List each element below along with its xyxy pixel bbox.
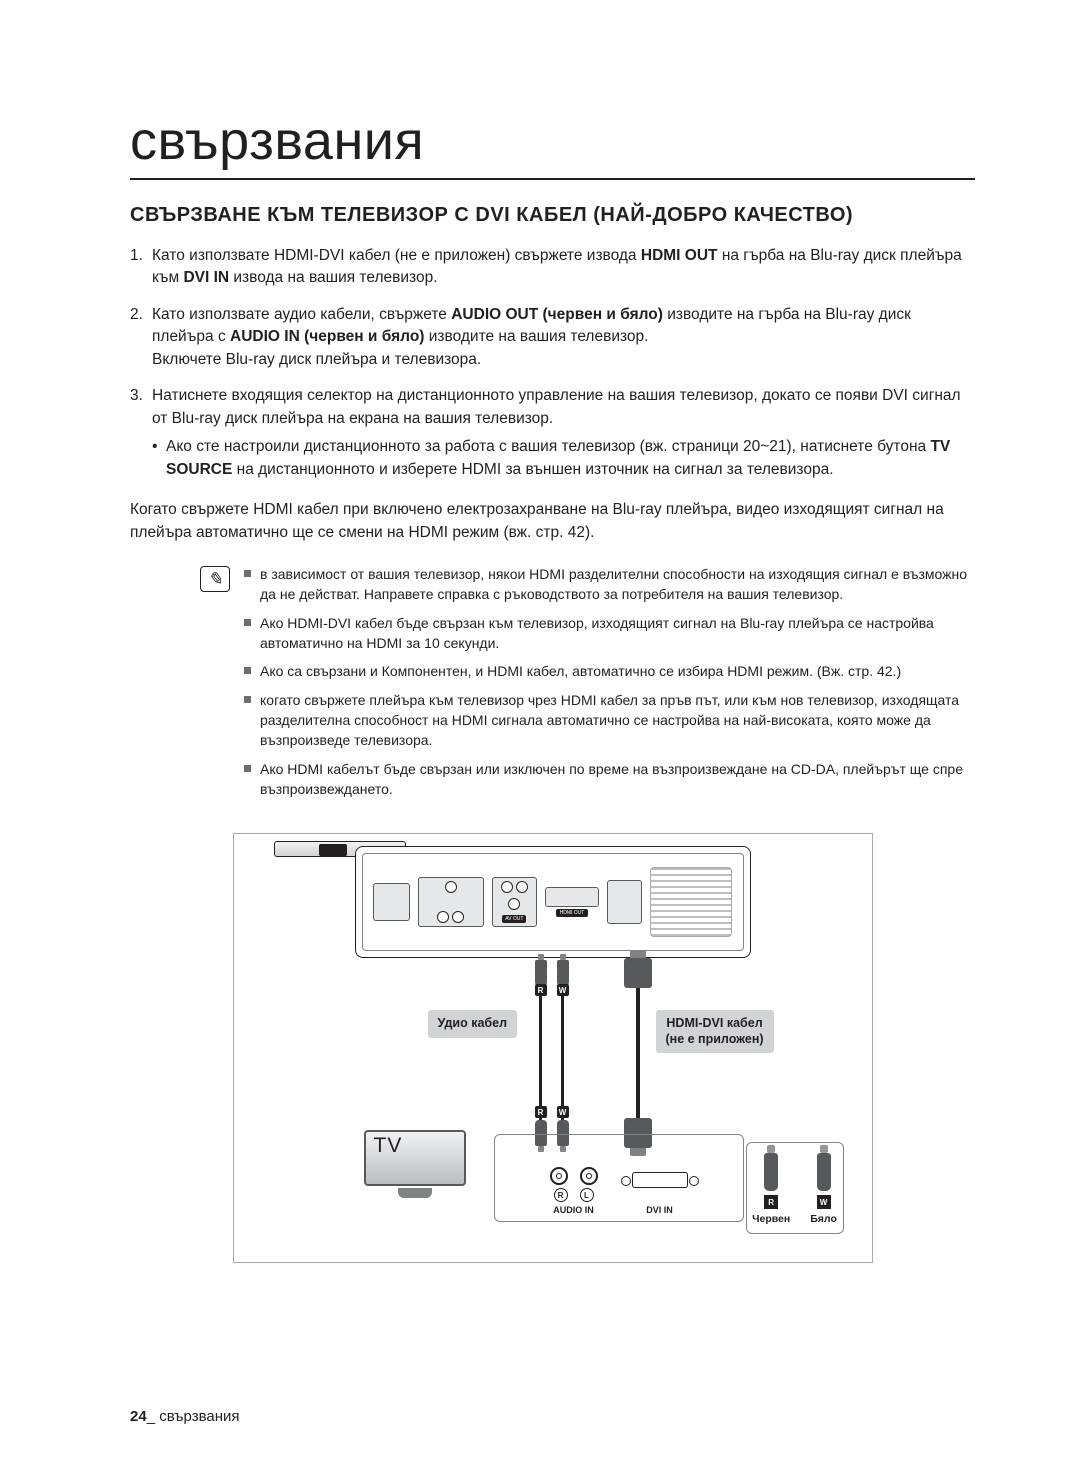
bold: AUDIO OUT (червен и бяло) bbox=[451, 306, 663, 323]
tv-label: TV bbox=[374, 1134, 403, 1158]
audio-plugs-top bbox=[535, 960, 569, 986]
port-label: AUDIO IN bbox=[553, 1205, 594, 1215]
manual-page: свързвания СВЪРЗВАНЕ КЪМ ТЕЛЕВИЗОР С DVI… bbox=[0, 0, 1080, 1477]
rca-plug-icon bbox=[535, 960, 547, 986]
diagram-container: AV OUT HDMI OUT R W bbox=[130, 833, 975, 1263]
rca-plug-icon bbox=[557, 960, 569, 986]
hdmi-out-icon: HDMI OUT bbox=[545, 887, 599, 917]
plug-labels: R W bbox=[535, 984, 569, 996]
step-text: Като използвате аудио кабели, свържете bbox=[152, 306, 451, 323]
rca-jack-icon bbox=[580, 1167, 598, 1185]
note-item: в зависимост от вашия телевизор, някои H… bbox=[244, 564, 975, 605]
channel-r-icon: R bbox=[554, 1188, 568, 1202]
footer-section: свързвания bbox=[159, 1408, 239, 1425]
step-text: Като използвате HDMI-DVI кабел (не е при… bbox=[152, 247, 641, 264]
component-out-icon bbox=[418, 877, 484, 927]
plug-label-r: R bbox=[535, 984, 547, 996]
optical-port-icon bbox=[607, 880, 642, 924]
audio-cable-tag: Удио кабел bbox=[428, 1010, 518, 1038]
instruction-list: 1. Като използвате HDMI-DVI кабел (не е … bbox=[130, 245, 975, 481]
bold: HDMI OUT bbox=[641, 247, 718, 264]
section-title: СВЪРЗВАНЕ КЪМ ТЕЛЕВИЗОР С DVI КАБЕЛ (НАЙ… bbox=[130, 204, 975, 227]
bold: DVI IN bbox=[183, 269, 229, 286]
rca-plug-icon bbox=[764, 1153, 778, 1191]
paragraph: Когато свържете HDMI кабел при включено … bbox=[130, 499, 975, 544]
av-out-icon: AV OUT bbox=[492, 877, 537, 927]
white-plug-column: W Бяло bbox=[810, 1153, 837, 1225]
audio-in-group: R L AUDIO IN bbox=[550, 1167, 598, 1215]
step-number: 3. bbox=[130, 385, 143, 407]
step-3: 3. Натиснете входящия селектор на дистан… bbox=[130, 385, 975, 481]
step-text: Натиснете входящия селектор на дистанцио… bbox=[152, 387, 961, 426]
tag-text: Удио кабел bbox=[438, 1016, 508, 1032]
hdmi-cable-tag: HDMI-DVI кабел (не е приложен) bbox=[656, 1010, 774, 1053]
step-number: 1. bbox=[130, 245, 143, 267]
player-ports: AV OUT HDMI OUT bbox=[362, 853, 744, 951]
step-1: 1. Като използвате HDMI-DVI кабел (не е … bbox=[130, 245, 975, 290]
note-item: Ако HDMI-DVI кабел бъде свързан към теле… bbox=[244, 613, 975, 654]
note-icon: ✎ bbox=[200, 566, 230, 592]
note-list: в зависимост от вашия телевизор, някои H… bbox=[244, 564, 975, 807]
rca-jack-icon bbox=[550, 1167, 568, 1185]
hdmi-plug-icon bbox=[624, 958, 652, 988]
plug-label-r: R bbox=[764, 1195, 778, 1209]
color-label: Червен bbox=[752, 1213, 790, 1225]
step-2: 2. Като използвате аудио кабели, свържет… bbox=[130, 304, 975, 371]
note-item: когато свържете плейъра към телевизор чр… bbox=[244, 690, 975, 751]
note-block: ✎ в зависимост от вашия телевизор, някои… bbox=[200, 564, 975, 807]
step-text: извода на вашия телевизор. bbox=[229, 269, 437, 286]
step-number: 2. bbox=[130, 304, 143, 326]
step-sub-bullet: Ако сте настроили дистанционното за рабо… bbox=[152, 436, 975, 481]
channel-l-icon: L bbox=[580, 1188, 594, 1202]
plug-label-r: R bbox=[535, 1106, 547, 1118]
step-text: изводите на вашия телевизор. bbox=[424, 328, 648, 345]
lan-port-icon bbox=[373, 883, 410, 921]
color-label: Бяло bbox=[810, 1213, 837, 1225]
plug-labels: R W bbox=[535, 1106, 569, 1118]
player-back-panel: AV OUT HDMI OUT bbox=[355, 846, 751, 958]
note-item: Ако са свързани и Компонентен, и HDMI ка… bbox=[244, 661, 975, 681]
tv-ports-panel: R L AUDIO IN DVI IN bbox=[494, 1134, 744, 1222]
dvi-port-icon bbox=[632, 1172, 688, 1188]
red-plug-column: R Червен bbox=[752, 1153, 790, 1225]
page-footer: 24_ свързвания bbox=[130, 1408, 240, 1425]
bold: AUDIO IN (червен и бяло) bbox=[230, 328, 424, 345]
connection-diagram: AV OUT HDMI OUT R W bbox=[233, 833, 873, 1263]
plug-label-w: W bbox=[557, 1106, 569, 1118]
page-number: 24 bbox=[130, 1408, 147, 1425]
step-text: Включете Blu-ray диск плейъра и телевизо… bbox=[152, 351, 481, 368]
dvi-in-group: DVI IN bbox=[632, 1172, 688, 1215]
bullet-text: Ако сте настроили дистанционното за рабо… bbox=[166, 438, 930, 455]
color-legend-panel: R Червен W Бяло bbox=[746, 1142, 844, 1234]
rca-plug-icon bbox=[817, 1153, 831, 1191]
footer-sep: _ bbox=[147, 1408, 160, 1425]
bullet-text: на дистанционното и изберете HDMI за вън… bbox=[232, 461, 833, 478]
page-title: свързвания bbox=[130, 110, 975, 180]
vent-icon bbox=[650, 867, 732, 937]
note-item: Ако HDMI кабелът бъде свързан или изключ… bbox=[244, 759, 975, 800]
plug-label-w: W bbox=[557, 984, 569, 996]
tag-text: HDMI-DVI кабел bbox=[666, 1016, 762, 1032]
tag-text: (не е приложен) bbox=[666, 1032, 764, 1048]
port-label: DVI IN bbox=[646, 1205, 673, 1215]
plug-label-w: W bbox=[817, 1195, 831, 1209]
